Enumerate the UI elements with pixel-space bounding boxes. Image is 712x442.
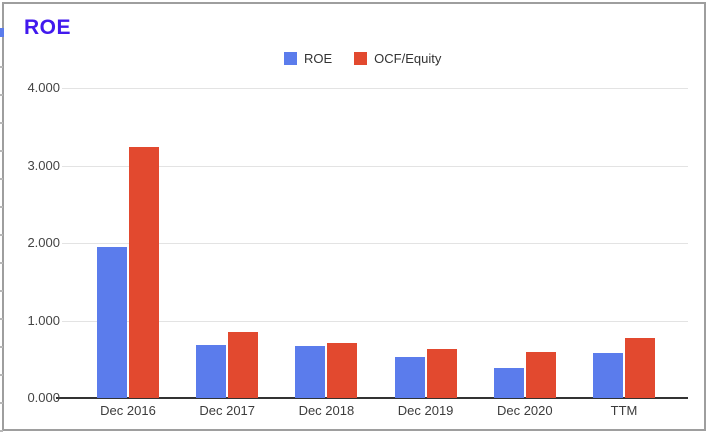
legend-label: ROE (304, 51, 333, 66)
x-category-label-dec-2018: Dec 2018 (298, 403, 355, 418)
legend-item-roe: ROE (284, 51, 332, 66)
bar-roe-dec-2019[interactable] (394, 357, 425, 398)
legend-item-ocf-equity: OCF/Equity (354, 51, 441, 66)
bar-ocf-equity-dec-2017[interactable] (228, 332, 259, 398)
bar-roe-ttm[interactable] (593, 353, 623, 398)
bar-roe-dec-2016[interactable] (97, 247, 127, 398)
x-category-label-dec-2020: Dec 2020 (496, 403, 553, 418)
chart-title: ROE (24, 16, 72, 39)
bar-ocf-equity-ttm[interactable] (625, 338, 655, 398)
bar-ocf-equity-dec-2018[interactable] (327, 343, 358, 398)
gridline-4.000 (62, 88, 688, 89)
bar-roe-dec-2018[interactable] (295, 346, 326, 398)
bar-ocf-equity-dec-2019[interactable] (426, 349, 457, 398)
bar-ocf-equity-dec-2020[interactable] (525, 352, 556, 398)
x-category-label-dec-2019: Dec 2019 (397, 403, 454, 418)
y-tick-label-0.000: 0.000 (27, 390, 60, 405)
x-category-label-dec-2016: Dec 2016 (100, 403, 156, 418)
bar-roe-dec-2020[interactable] (493, 368, 524, 398)
legend-swatch-ocf-equity (354, 52, 368, 65)
x-category-label-dec-2017: Dec 2017 (199, 403, 256, 418)
x-axis-line (56, 397, 688, 399)
sheet-edge-marker (0, 28, 4, 37)
y-tick-label-3.000: 3.000 (27, 157, 60, 173)
gridline-3.000 (62, 165, 688, 167)
x-category-label-ttm: TTM (610, 403, 638, 418)
gridline-1.000 (62, 320, 688, 322)
legend-label: OCF/Equity (374, 51, 442, 66)
y-tick-label-1.000: 1.000 (27, 312, 60, 328)
bar-ocf-equity-dec-2016[interactable] (129, 147, 159, 398)
chart-legend: ROE OCF/Equity (284, 51, 441, 66)
y-tick-label-4.000: 4.000 (27, 80, 60, 95)
sheet-edge-ruler (0, 40, 3, 432)
bar-roe-dec-2017[interactable] (196, 345, 227, 398)
legend-swatch-roe (284, 52, 297, 65)
y-tick-label-2.000: 2.000 (27, 235, 60, 250)
gridline-2.000 (62, 243, 688, 244)
